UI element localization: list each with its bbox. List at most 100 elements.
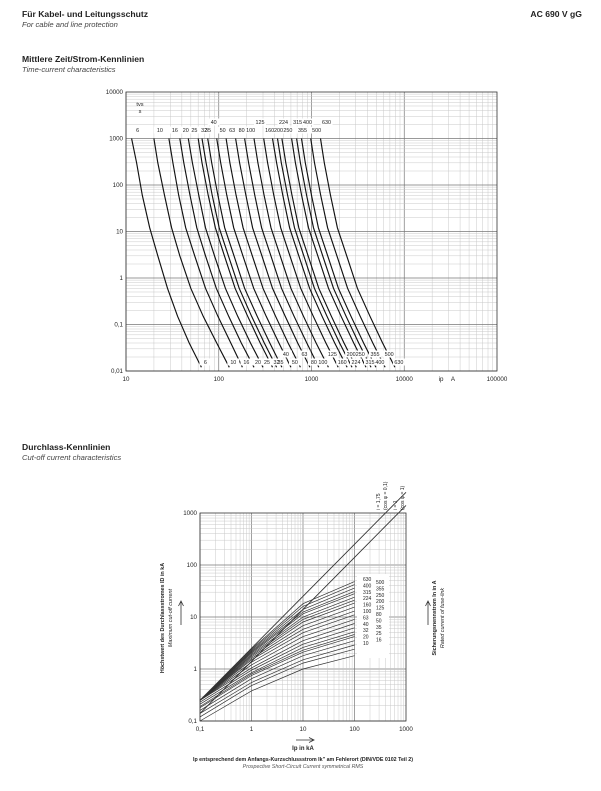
tc-curve [168, 138, 243, 368]
bottom-curve-label: 25 [264, 360, 270, 366]
top-curve-label: 6 [136, 128, 139, 134]
section2-title: Durchlass-Kennlinien [22, 442, 111, 452]
top-curve-label: 125 [256, 120, 265, 126]
x-tick-label: 1000 [305, 376, 319, 383]
label-mask [373, 358, 386, 366]
rating-label: 500 [376, 580, 385, 586]
rating-label: 100 [363, 609, 372, 615]
y-tick-label: 0,01 [111, 368, 124, 375]
tc-curve [225, 138, 301, 368]
rating-label: 25 [376, 631, 382, 637]
tc-curve [319, 138, 396, 368]
label-mask [179, 126, 192, 134]
cutoff-curve [199, 619, 355, 701]
label-mask [168, 126, 181, 134]
cutoff-caption-en: Prospective Short-Circuit Current symmet… [243, 764, 364, 770]
cutoff-curve [199, 581, 355, 701]
y-tick-label: 1000 [109, 136, 123, 143]
cutoff-curve [199, 634, 355, 707]
label-mask [296, 126, 309, 134]
label-mask [320, 118, 333, 126]
y-tick-label: 1 [194, 666, 198, 673]
bottom-curve-label: 20 [255, 360, 261, 366]
cutoff-curve [199, 610, 355, 701]
rating-label: 16 [376, 638, 382, 644]
bottom-curve-label: 125 [328, 352, 337, 358]
label-mask [272, 126, 285, 134]
cutoff-curve [199, 636, 355, 708]
bottom-curve-label: 400 [375, 360, 384, 366]
bottom-curve-label: 100 [318, 360, 327, 366]
label-mask [131, 126, 144, 134]
section2-subtitle: Cut-off current characteristics [22, 453, 122, 462]
header-title: Für Kabel- und Leitungsschutz [22, 9, 149, 19]
top-curve-label: 16 [172, 128, 178, 134]
cutoff-curve [199, 623, 355, 701]
rating-label: 630 [363, 577, 372, 583]
top-curve-label: 10 [157, 128, 163, 134]
bottom-curve-label: 40 [283, 352, 289, 358]
label-mask [368, 350, 381, 358]
tc-curve [310, 138, 386, 368]
rating-label: 125 [376, 606, 385, 612]
cutoff-curve [199, 631, 355, 705]
cutoff-curve [199, 648, 355, 718]
label-mask [279, 350, 292, 358]
bottom-curve-label: 250 [356, 352, 365, 358]
label-mask [188, 126, 201, 134]
top-curve-label: 100 [246, 128, 255, 134]
top-curve-label: 160 [265, 128, 274, 134]
bottom-curve-label: 224 [351, 360, 360, 366]
label-mask [207, 118, 220, 126]
x-tick-label: 10 [300, 726, 307, 733]
section-cut-off: Durchlass-Kennlinien Cut-off current cha… [22, 442, 121, 462]
y-tick-label: 10000 [106, 89, 124, 96]
rating-label: 10 [363, 641, 369, 647]
section1-subtitle: Time-current characteristics [22, 65, 116, 74]
top-curve-label: 80 [239, 128, 245, 134]
bottom-curve-label: 630 [394, 360, 403, 366]
tc-curve [201, 138, 278, 368]
top-curve-label: 35 [205, 128, 211, 134]
cutoff-curve [199, 640, 355, 711]
cutoff-curve [199, 584, 355, 701]
y-axis-label: tvs [136, 102, 143, 108]
x-tick-label: 10 [123, 376, 130, 383]
label-mask [364, 358, 377, 366]
bottom-curve-label: 80 [311, 360, 317, 366]
rating-label: 63 [363, 615, 369, 621]
label-mask [354, 350, 367, 358]
cutoff-curve [199, 606, 355, 701]
label-mask [153, 126, 166, 134]
tc-curve [263, 138, 339, 368]
label-mask [240, 358, 253, 366]
rated-current-label: Sicherungsnennstrom In in A [432, 580, 438, 655]
top-curve-label: 20 [183, 128, 189, 134]
y-tick-label: 1000 [183, 510, 197, 517]
rated-current-label-en: Rated current of fuse-link [440, 588, 446, 649]
top-curve-label: 355 [298, 128, 307, 134]
tc-curve [281, 138, 357, 368]
tc-curve [235, 138, 311, 368]
rating-label: 80 [376, 612, 382, 618]
section1-title: Mittlere Zeit/Strom-Kennlinien [22, 54, 145, 64]
envelope-label: (cos φ = 0,1) [383, 481, 389, 510]
label-mask [274, 358, 287, 366]
bottom-curve-label: 35 [278, 360, 284, 366]
bottom-curve-label: 10 [230, 360, 236, 366]
rating-label: 40 [363, 622, 369, 628]
envelope-label: i = 1,75 [376, 493, 382, 510]
tc-curve [207, 138, 283, 368]
top-curve-label: 50 [220, 128, 226, 134]
label-mask [216, 126, 229, 134]
label-mask [235, 126, 248, 134]
top-curve-label: 200 [274, 128, 283, 134]
bottom-curve-label: 355 [370, 352, 379, 358]
label-mask [336, 358, 349, 366]
bottom-curve-label: 160 [338, 360, 347, 366]
bottom-curve-label: 32 [274, 360, 280, 366]
tc-curve [244, 138, 320, 368]
cut-off-chart [178, 491, 431, 743]
time-current-chart [125, 91, 498, 372]
top-curve-label: 630 [322, 120, 331, 126]
